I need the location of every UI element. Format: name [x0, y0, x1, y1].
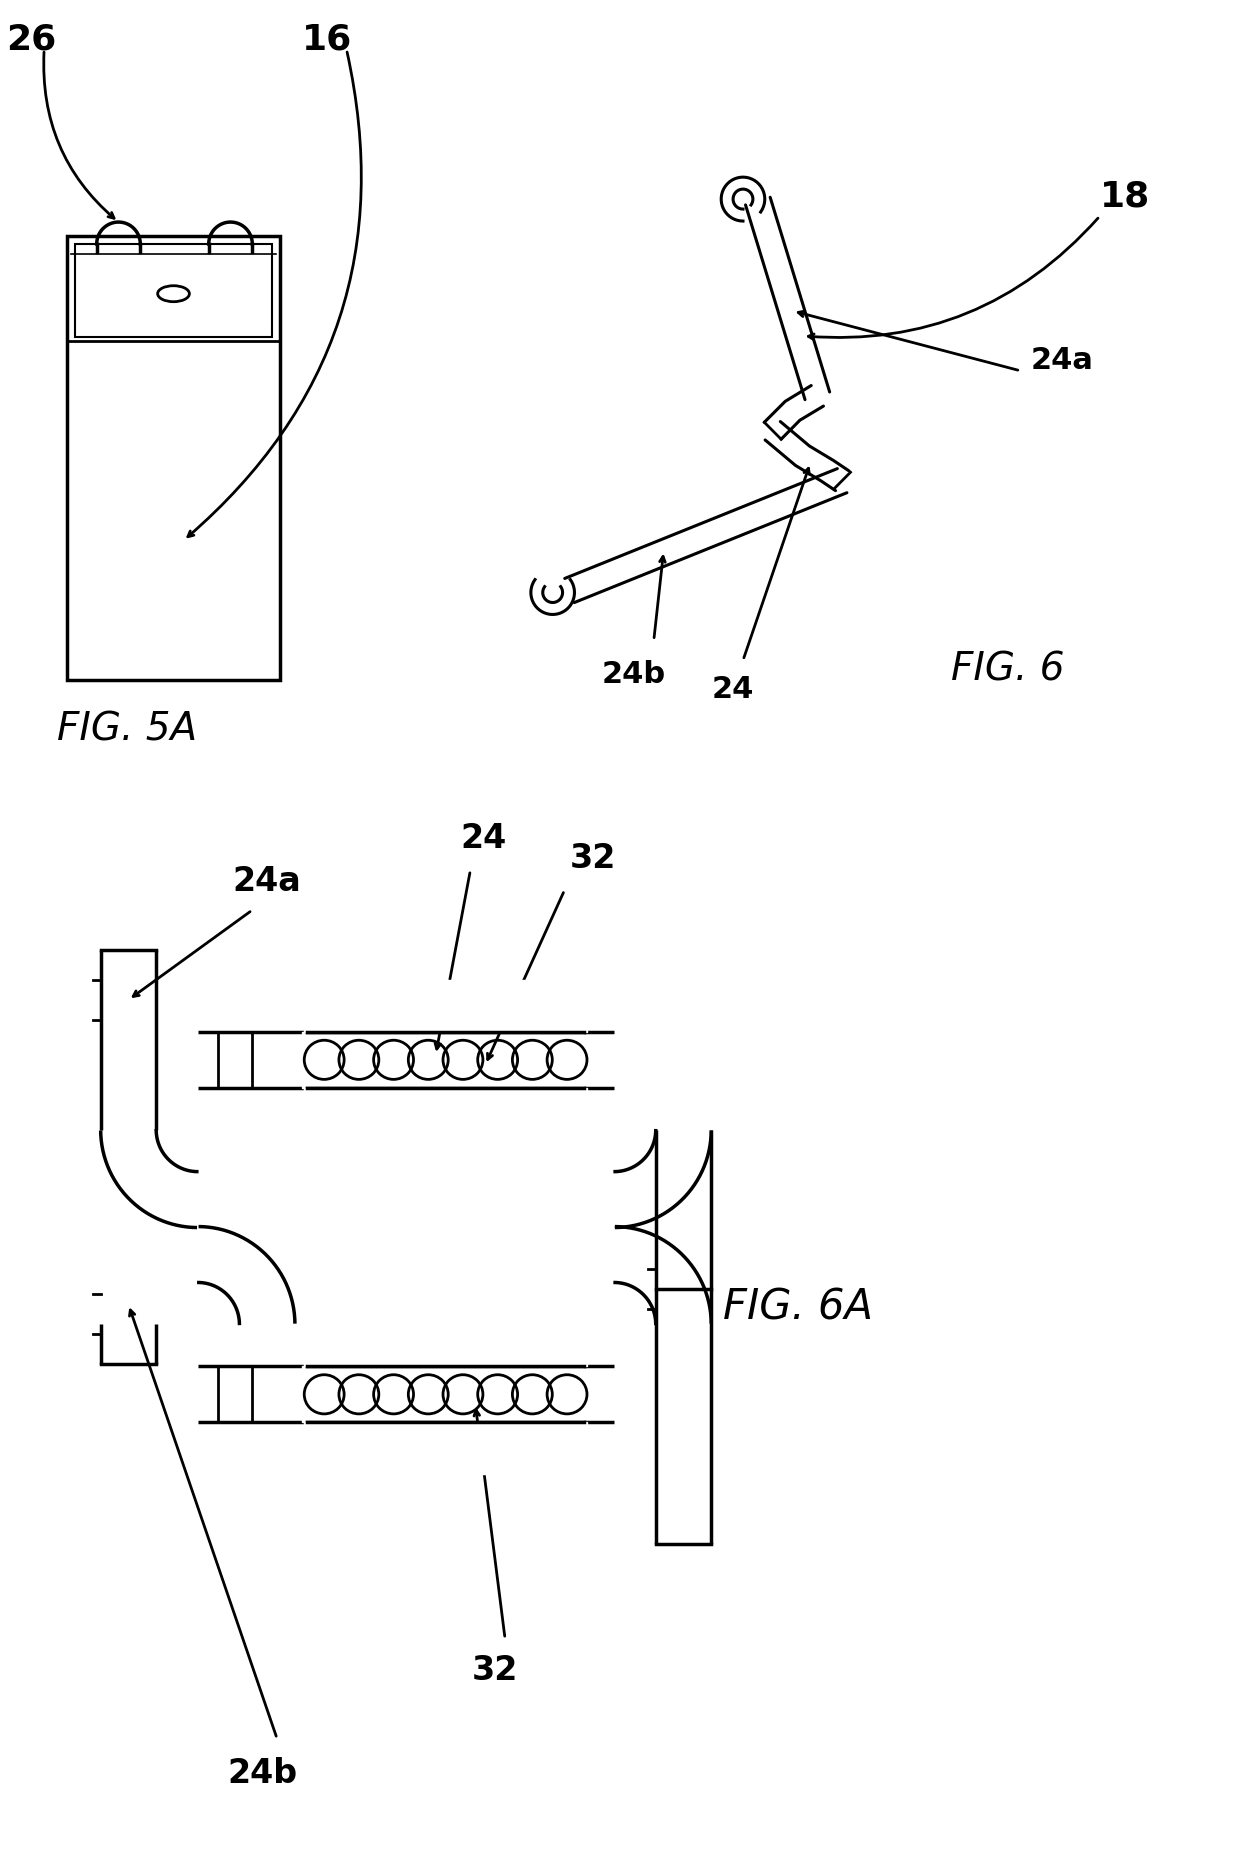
Polygon shape [547, 1089, 587, 1139]
Text: 32: 32 [569, 843, 616, 874]
Polygon shape [564, 468, 847, 602]
Text: 24b: 24b [601, 660, 666, 690]
Polygon shape [198, 1033, 306, 1089]
Polygon shape [512, 1314, 552, 1366]
Polygon shape [547, 1314, 587, 1366]
Text: FIG. 6: FIG. 6 [951, 651, 1065, 688]
Text: 18: 18 [1100, 179, 1149, 212]
Polygon shape [443, 1422, 482, 1474]
Polygon shape [100, 1325, 156, 1364]
Polygon shape [373, 1422, 413, 1474]
Polygon shape [408, 1314, 448, 1366]
Polygon shape [477, 1089, 517, 1139]
Polygon shape [477, 1314, 517, 1366]
Text: FIG. 5A: FIG. 5A [57, 710, 197, 747]
Polygon shape [100, 1130, 198, 1228]
Polygon shape [656, 1290, 712, 1543]
Polygon shape [408, 980, 448, 1033]
Polygon shape [198, 1366, 306, 1422]
Polygon shape [584, 1033, 614, 1089]
Polygon shape [584, 1366, 614, 1422]
Polygon shape [408, 1089, 448, 1139]
Polygon shape [764, 386, 823, 440]
Polygon shape [477, 980, 517, 1033]
Polygon shape [304, 980, 345, 1033]
Text: FIG. 6A: FIG. 6A [723, 1286, 873, 1329]
Polygon shape [512, 980, 552, 1033]
Text: 24: 24 [460, 822, 507, 856]
Polygon shape [512, 1089, 552, 1139]
Polygon shape [301, 1366, 589, 1422]
Polygon shape [100, 951, 156, 1130]
Polygon shape [443, 1314, 482, 1366]
Text: 26: 26 [6, 22, 56, 56]
Polygon shape [443, 980, 482, 1033]
Polygon shape [304, 1422, 345, 1474]
Polygon shape [197, 1227, 295, 1325]
Polygon shape [765, 421, 848, 490]
Text: 24b: 24b [227, 1756, 298, 1789]
Polygon shape [656, 1130, 712, 1290]
Polygon shape [339, 1089, 379, 1139]
Polygon shape [373, 1314, 413, 1366]
Polygon shape [614, 1130, 712, 1228]
Text: 24a: 24a [232, 865, 301, 898]
Polygon shape [339, 1422, 379, 1474]
Polygon shape [547, 1422, 587, 1474]
Polygon shape [373, 980, 413, 1033]
Polygon shape [408, 1422, 448, 1474]
Text: 32: 32 [472, 1653, 518, 1687]
Polygon shape [301, 1033, 589, 1089]
Text: 24: 24 [712, 675, 754, 705]
Polygon shape [304, 1314, 345, 1366]
Polygon shape [373, 1089, 413, 1139]
Polygon shape [547, 980, 587, 1033]
Polygon shape [304, 1089, 345, 1139]
Polygon shape [745, 198, 830, 399]
Polygon shape [614, 1227, 712, 1325]
Text: 16: 16 [301, 22, 352, 56]
Text: 24a: 24a [1030, 347, 1094, 375]
Polygon shape [512, 1422, 552, 1474]
Polygon shape [339, 980, 379, 1033]
Polygon shape [443, 1089, 482, 1139]
Polygon shape [339, 1314, 379, 1366]
Polygon shape [477, 1422, 517, 1474]
